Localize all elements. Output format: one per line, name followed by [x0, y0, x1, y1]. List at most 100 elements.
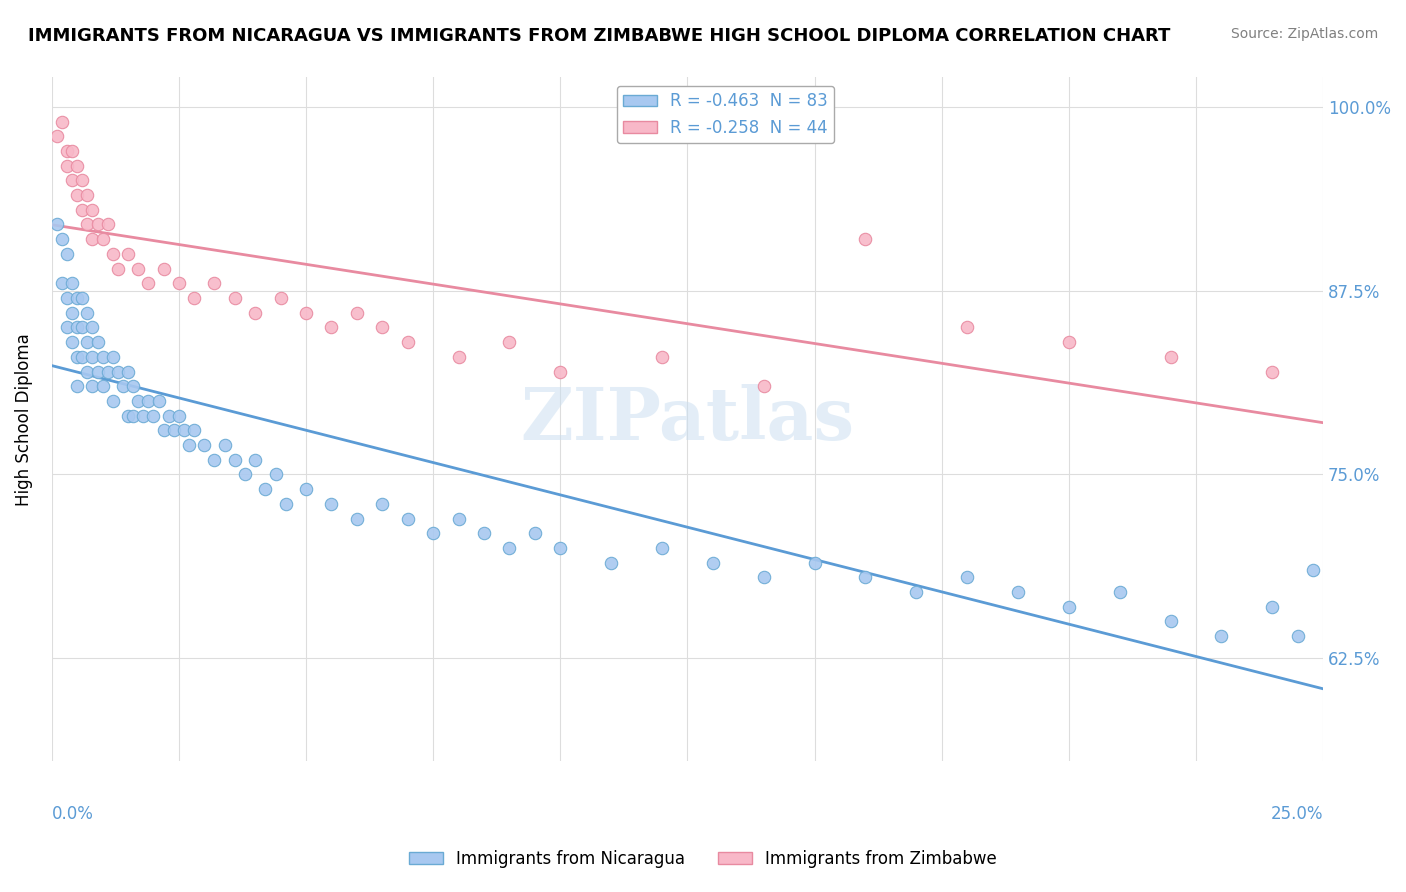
Point	[152, 261, 174, 276]
Point	[224, 291, 246, 305]
Point	[122, 409, 145, 423]
Point	[138, 277, 160, 291]
Point	[752, 570, 775, 584]
Point	[51, 277, 73, 291]
Point	[86, 364, 108, 378]
Point	[132, 409, 155, 423]
Point	[550, 364, 572, 378]
Point	[243, 306, 266, 320]
Point	[243, 452, 266, 467]
Point	[371, 497, 394, 511]
Point	[72, 350, 94, 364]
Point	[1286, 629, 1309, 643]
Point	[447, 511, 470, 525]
Point	[152, 423, 174, 437]
Point	[72, 202, 94, 217]
Point	[183, 423, 205, 437]
Point	[752, 379, 775, 393]
Point	[51, 114, 73, 128]
Point	[97, 364, 120, 378]
Point	[82, 350, 104, 364]
Point	[173, 423, 195, 437]
Point	[148, 393, 170, 408]
Point	[91, 350, 114, 364]
Point	[295, 306, 318, 320]
Point	[371, 320, 394, 334]
Point	[76, 218, 98, 232]
Point	[142, 409, 165, 423]
Point	[1261, 599, 1284, 614]
Text: ZIPatlas: ZIPatlas	[520, 384, 855, 455]
Text: 25.0%: 25.0%	[1271, 805, 1323, 823]
Point	[321, 497, 343, 511]
Point	[264, 467, 287, 482]
Point	[167, 409, 190, 423]
Point	[274, 497, 297, 511]
Point	[224, 452, 246, 467]
Point	[82, 232, 104, 246]
Point	[117, 409, 139, 423]
Point	[56, 144, 79, 158]
Point	[1007, 585, 1029, 599]
Point	[60, 144, 83, 158]
Point	[66, 188, 89, 202]
Point	[107, 261, 129, 276]
Point	[101, 247, 124, 261]
Text: IMMIGRANTS FROM NICARAGUA VS IMMIGRANTS FROM ZIMBABWE HIGH SCHOOL DIPLOMA CORREL: IMMIGRANTS FROM NICARAGUA VS IMMIGRANTS …	[28, 27, 1170, 45]
Point	[56, 320, 79, 334]
Point	[956, 570, 979, 584]
Legend: R = -0.463  N = 83, R = -0.258  N = 44: R = -0.463 N = 83, R = -0.258 N = 44	[617, 86, 835, 144]
Point	[117, 247, 139, 261]
Point	[117, 364, 139, 378]
Point	[600, 556, 623, 570]
Legend: Immigrants from Nicaragua, Immigrants from Zimbabwe: Immigrants from Nicaragua, Immigrants fr…	[402, 844, 1004, 875]
Point	[122, 379, 145, 393]
Point	[498, 541, 520, 555]
Point	[204, 277, 226, 291]
Point	[177, 438, 200, 452]
Point	[295, 482, 318, 496]
Point	[60, 335, 83, 350]
Text: 0.0%: 0.0%	[52, 805, 94, 823]
Point	[60, 277, 83, 291]
Point	[91, 232, 114, 246]
Point	[66, 350, 89, 364]
Point	[72, 320, 94, 334]
Point	[193, 438, 215, 452]
Point	[66, 379, 89, 393]
Point	[447, 350, 470, 364]
Point	[1160, 350, 1182, 364]
Point	[72, 291, 94, 305]
Point	[422, 526, 444, 541]
Point	[45, 218, 67, 232]
Point	[1057, 599, 1080, 614]
Point	[346, 306, 368, 320]
Point	[60, 173, 83, 187]
Point	[82, 379, 104, 393]
Point	[86, 335, 108, 350]
Point	[396, 511, 419, 525]
Point	[167, 277, 190, 291]
Point	[1160, 615, 1182, 629]
Point	[254, 482, 277, 496]
Point	[855, 570, 877, 584]
Point	[82, 320, 104, 334]
Point	[204, 452, 226, 467]
Point	[498, 335, 520, 350]
Point	[76, 306, 98, 320]
Point	[76, 188, 98, 202]
Point	[86, 218, 108, 232]
Point	[66, 291, 89, 305]
Point	[1057, 335, 1080, 350]
Point	[1261, 364, 1284, 378]
Point	[101, 350, 124, 364]
Point	[905, 585, 928, 599]
Point	[270, 291, 292, 305]
Point	[97, 218, 120, 232]
Point	[138, 393, 160, 408]
Point	[111, 379, 134, 393]
Point	[550, 541, 572, 555]
Point	[1108, 585, 1130, 599]
Point	[855, 232, 877, 246]
Point	[803, 556, 825, 570]
